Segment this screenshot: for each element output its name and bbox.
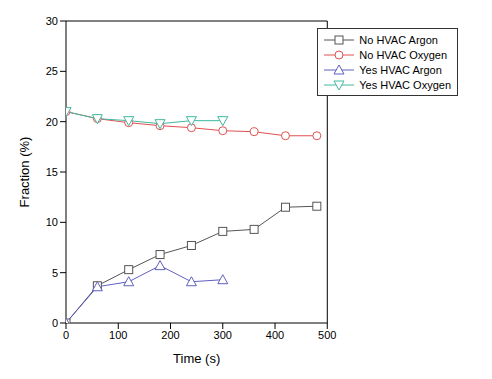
svg-text:Time (s): Time (s) xyxy=(173,351,220,366)
svg-text:15: 15 xyxy=(46,166,58,178)
svg-text:500: 500 xyxy=(318,329,336,341)
svg-text:0: 0 xyxy=(63,329,69,341)
svg-text:100: 100 xyxy=(109,329,127,341)
svg-text:0: 0 xyxy=(52,317,58,329)
svg-text:30: 30 xyxy=(46,15,58,27)
svg-text:5: 5 xyxy=(52,267,58,279)
svg-text:400: 400 xyxy=(266,329,284,341)
html-text:No HVAC Argon: No HVAC Argon xyxy=(359,33,438,46)
svg-text:Fraction (%): Fraction (%) xyxy=(17,137,32,208)
html-text:No HVAC Oxygen: No HVAC Oxygen xyxy=(359,48,448,61)
svg-text:20: 20 xyxy=(46,116,58,128)
svg-text:10: 10 xyxy=(46,216,58,228)
html-text:Yes HVAC Argon: Yes HVAC Argon xyxy=(359,63,442,76)
svg-text:300: 300 xyxy=(214,329,232,341)
svg-text:25: 25 xyxy=(46,65,58,77)
html-text:Yes HVAC Oxygen: Yes HVAC Oxygen xyxy=(359,78,451,91)
svg-text:200: 200 xyxy=(161,329,179,341)
